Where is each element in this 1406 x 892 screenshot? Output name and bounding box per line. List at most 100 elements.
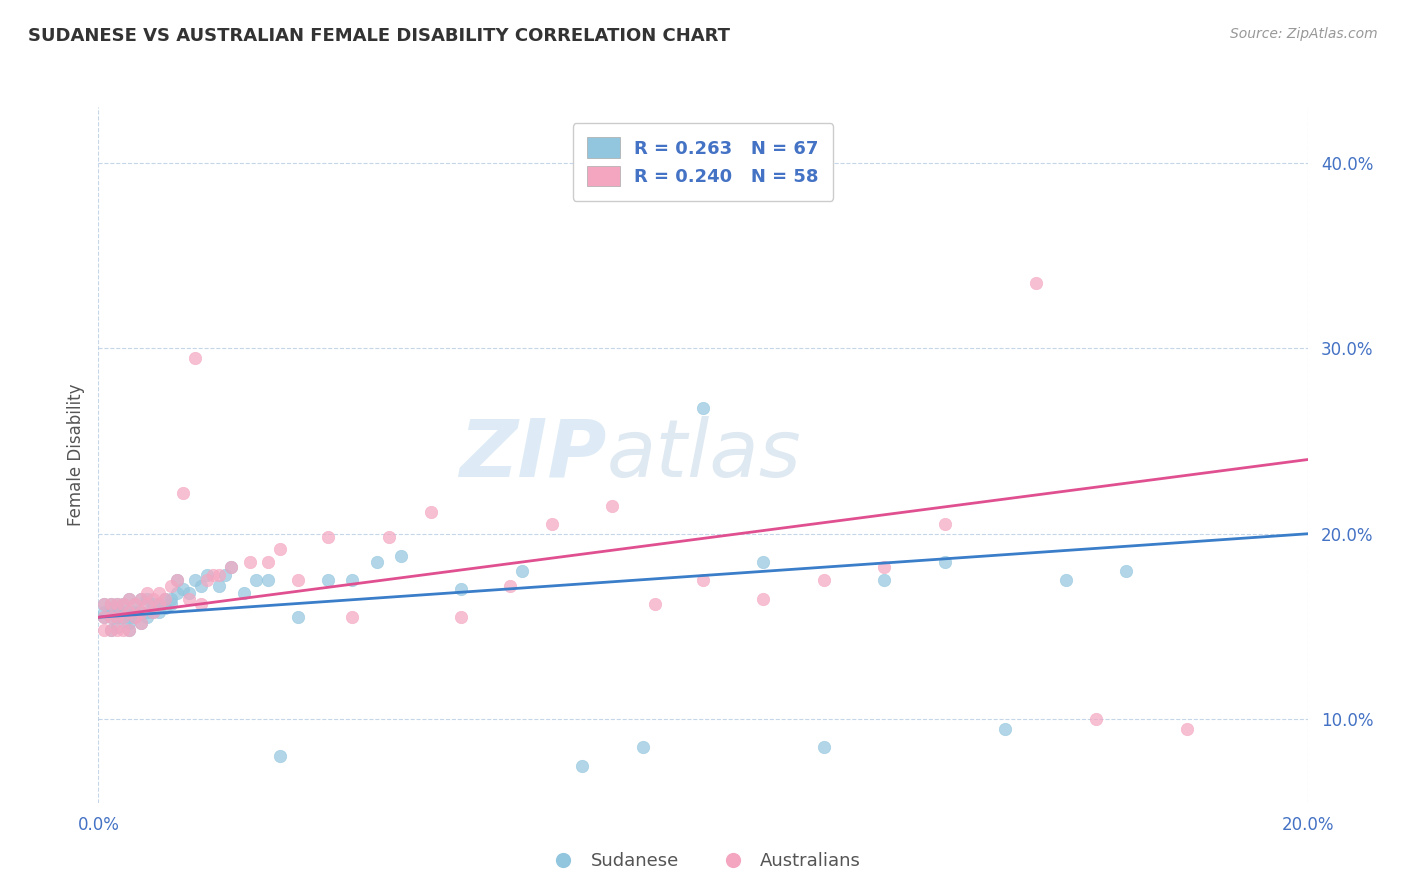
Point: [540, 517, 562, 532]
Point: [111, 605, 134, 619]
Point: [692, 573, 714, 587]
Point: [118, 605, 141, 619]
Point: [934, 517, 956, 532]
Point: [232, 586, 254, 600]
Point: [135, 610, 157, 624]
Point: [142, 605, 165, 619]
Point: [100, 624, 122, 638]
Point: [100, 597, 122, 611]
Point: [214, 567, 236, 582]
Point: [172, 582, 194, 597]
Point: [153, 591, 176, 606]
Text: atlas: atlas: [606, 416, 801, 494]
Point: [239, 555, 262, 569]
Point: [934, 555, 956, 569]
Point: [994, 722, 1017, 736]
Point: [184, 351, 207, 365]
Point: [342, 573, 364, 587]
Point: [129, 615, 152, 630]
Point: [129, 615, 152, 630]
Point: [287, 610, 309, 624]
Point: [190, 597, 212, 611]
Point: [221, 560, 243, 574]
Point: [873, 560, 896, 574]
Point: [208, 567, 231, 582]
Point: [100, 597, 122, 611]
Point: [93, 624, 115, 638]
Point: [129, 591, 152, 606]
Point: [177, 591, 201, 606]
Point: [118, 591, 141, 606]
Point: [1115, 564, 1137, 578]
Point: [118, 615, 141, 630]
Point: [142, 591, 165, 606]
Point: [124, 605, 146, 619]
Point: [1024, 277, 1046, 291]
Point: [813, 740, 835, 755]
Point: [166, 573, 188, 587]
Point: [93, 597, 115, 611]
Point: [111, 610, 134, 624]
Point: [135, 605, 157, 619]
Point: [105, 610, 128, 624]
Y-axis label: Female Disability: Female Disability: [66, 384, 84, 526]
Point: [93, 605, 115, 619]
Point: [111, 624, 134, 638]
Text: SUDANESE VS AUSTRALIAN FEMALE DISABILITY CORRELATION CHART: SUDANESE VS AUSTRALIAN FEMALE DISABILITY…: [28, 27, 730, 45]
Point: [105, 619, 128, 633]
Point: [148, 597, 170, 611]
Point: [118, 605, 141, 619]
Point: [160, 579, 183, 593]
Point: [124, 597, 146, 611]
Point: [153, 601, 176, 615]
Point: [118, 591, 141, 606]
Point: [111, 597, 134, 611]
Point: [118, 624, 141, 638]
Point: [148, 586, 170, 600]
Point: [256, 573, 278, 587]
Point: [631, 740, 654, 755]
Point: [124, 610, 146, 624]
Point: [118, 610, 141, 624]
Point: [752, 555, 775, 569]
Point: [256, 555, 278, 569]
Point: [135, 591, 157, 606]
Point: [148, 605, 170, 619]
Point: [111, 610, 134, 624]
Point: [177, 586, 201, 600]
Text: Source: ZipAtlas.com: Source: ZipAtlas.com: [1230, 27, 1378, 41]
Point: [419, 504, 441, 518]
Point: [142, 605, 165, 619]
Point: [813, 573, 835, 587]
Point: [93, 610, 115, 624]
Point: [142, 597, 165, 611]
Point: [166, 586, 188, 600]
Point: [450, 582, 472, 597]
Point: [93, 597, 115, 611]
Point: [269, 749, 291, 764]
Point: [93, 610, 115, 624]
Point: [269, 541, 291, 556]
Point: [100, 610, 122, 624]
Point: [377, 531, 399, 545]
Point: [135, 597, 157, 611]
Point: [172, 486, 194, 500]
Point: [692, 401, 714, 415]
Point: [129, 591, 152, 606]
Point: [873, 573, 896, 587]
Point: [1054, 573, 1077, 587]
Point: [129, 605, 152, 619]
Point: [111, 597, 134, 611]
Legend: Sudanese, Australians: Sudanese, Australians: [538, 845, 868, 877]
Point: [148, 597, 170, 611]
Point: [510, 564, 533, 578]
Point: [316, 573, 339, 587]
Point: [195, 573, 218, 587]
Point: [316, 531, 339, 545]
Point: [208, 579, 231, 593]
Point: [129, 605, 152, 619]
Point: [124, 610, 146, 624]
Text: ZIP: ZIP: [458, 416, 606, 494]
Point: [160, 591, 183, 606]
Point: [105, 610, 128, 624]
